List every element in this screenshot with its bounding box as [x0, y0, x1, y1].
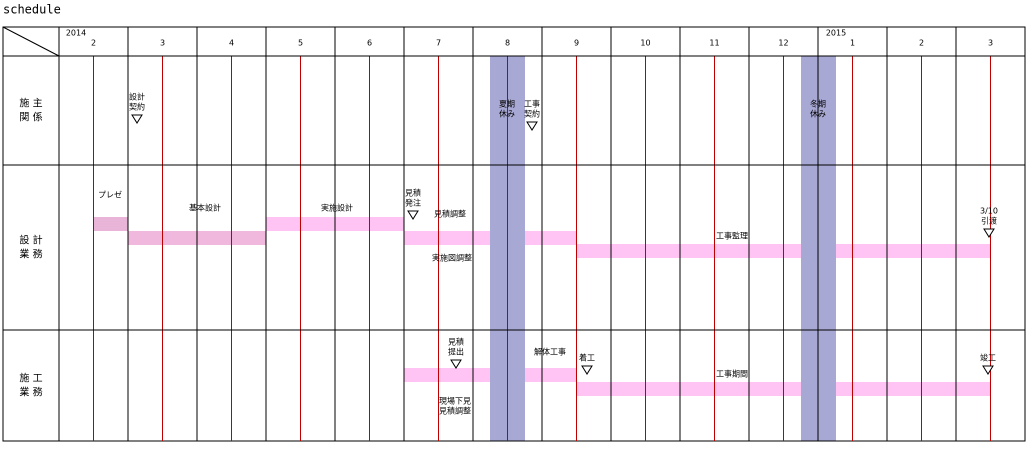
note-label: 工事監理 [716, 231, 748, 241]
schedule-bar [836, 244, 991, 258]
year-label: 2015 [826, 29, 846, 38]
note-label: 3/10 [980, 207, 998, 216]
note-label: 提出 [448, 347, 464, 357]
page-title: schedule [3, 3, 61, 17]
note-label: 冬期 [810, 99, 826, 109]
note-label: 夏期 [499, 100, 515, 109]
row-label: 設 計 [19, 234, 42, 247]
milestone-triangle [407, 210, 419, 220]
month-label: 2 [91, 39, 96, 48]
schedule-bar [525, 368, 576, 382]
note-label: 契約 [524, 109, 540, 119]
month-label: 1 [850, 39, 855, 48]
note-label: 着工 [579, 353, 595, 363]
row-label: 施 工 [19, 372, 42, 385]
month-label: 3 [988, 39, 993, 48]
note-label: 見積調整 [434, 209, 466, 219]
month-label: 8 [505, 39, 510, 48]
month-label: 6 [367, 39, 372, 48]
note-label: 現場下見 [439, 396, 471, 406]
month-label: 9 [574, 39, 579, 48]
month-label: 4 [229, 39, 234, 48]
note-label: 基本設計 [189, 203, 221, 213]
note-label: 見積 [448, 337, 464, 347]
corner-diagonal [2, 26, 60, 57]
table-border [2, 26, 1026, 442]
note-label: 休み [810, 109, 826, 119]
schedule-bar [576, 244, 801, 258]
note-label: 引渡 [981, 216, 997, 226]
milestone-triangle [983, 228, 995, 238]
row-label: 関 係 [19, 112, 42, 124]
note-label: 工事期間 [716, 369, 748, 379]
schedule-bar [404, 231, 490, 245]
month-label: 7 [436, 39, 441, 48]
note-label: 見積 [405, 188, 421, 198]
schedule-bar [404, 368, 490, 382]
row-label: 業 務 [19, 248, 42, 261]
schedule-bar [836, 382, 991, 396]
month-label: 5 [298, 39, 303, 48]
milestone-triangle [982, 365, 994, 375]
row-label: 業 務 [19, 386, 42, 399]
month-label: 12 [778, 39, 788, 48]
note-label: 工事 [524, 99, 540, 109]
note-label: 実施図調整 [432, 253, 472, 263]
note-label: 休み [499, 109, 515, 119]
note-label: 発注 [405, 198, 421, 208]
month-label: 3 [160, 39, 165, 48]
note-label: 実施設計 [321, 203, 353, 213]
note-label: 契約 [129, 102, 145, 112]
month-label: 11 [709, 39, 719, 48]
note-label: 見積調整 [439, 406, 471, 416]
note-label: 竣工 [980, 353, 996, 363]
note-label: プレゼ [98, 190, 122, 200]
milestone-triangle [131, 114, 143, 124]
note-label: 解体工事 [534, 347, 566, 357]
schedule-bar [525, 231, 576, 245]
row-label: 施 主 [19, 97, 42, 110]
month-label: 2 [919, 39, 924, 48]
schedule-bar [576, 382, 801, 396]
year-label: 2014 [66, 29, 86, 38]
schedule-bar [94, 217, 128, 231]
note-label: 設計 [129, 92, 145, 102]
milestone-triangle [581, 365, 593, 375]
month-label: 10 [640, 39, 650, 48]
milestone-triangle [450, 359, 462, 369]
milestone-triangle [526, 121, 538, 131]
